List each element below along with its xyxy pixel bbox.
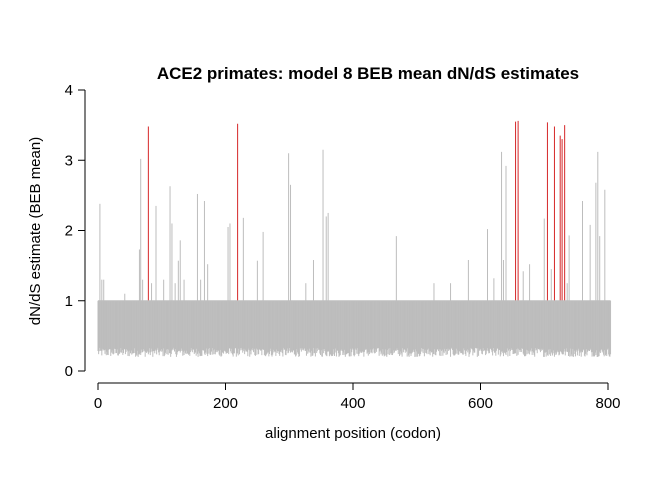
- y-tick-label: 4: [65, 82, 73, 99]
- x-tick-label: 200: [213, 395, 238, 412]
- x-axis-label: alignment position (codon): [265, 425, 441, 442]
- x-axis: 0 200 400 600 800: [94, 382, 621, 412]
- y-tick-label: 2: [65, 223, 73, 240]
- x-tick-label: 400: [340, 395, 365, 412]
- chart-title: ACE2 primates: model 8 BEB mean dN/dS es…: [157, 64, 579, 83]
- x-tick-label: 0: [94, 395, 102, 412]
- x-tick-label: 800: [595, 395, 620, 412]
- plot-area: [97, 120, 612, 357]
- y-tick-label: 0: [65, 363, 73, 380]
- y-tick-label: 1: [65, 293, 73, 310]
- y-tick-label: 3: [65, 152, 73, 169]
- x-tick-label: 600: [468, 395, 493, 412]
- y-axis: 0 1 2 3 4: [65, 82, 86, 380]
- y-axis-label: dN/dS estimate (BEB mean): [27, 137, 44, 325]
